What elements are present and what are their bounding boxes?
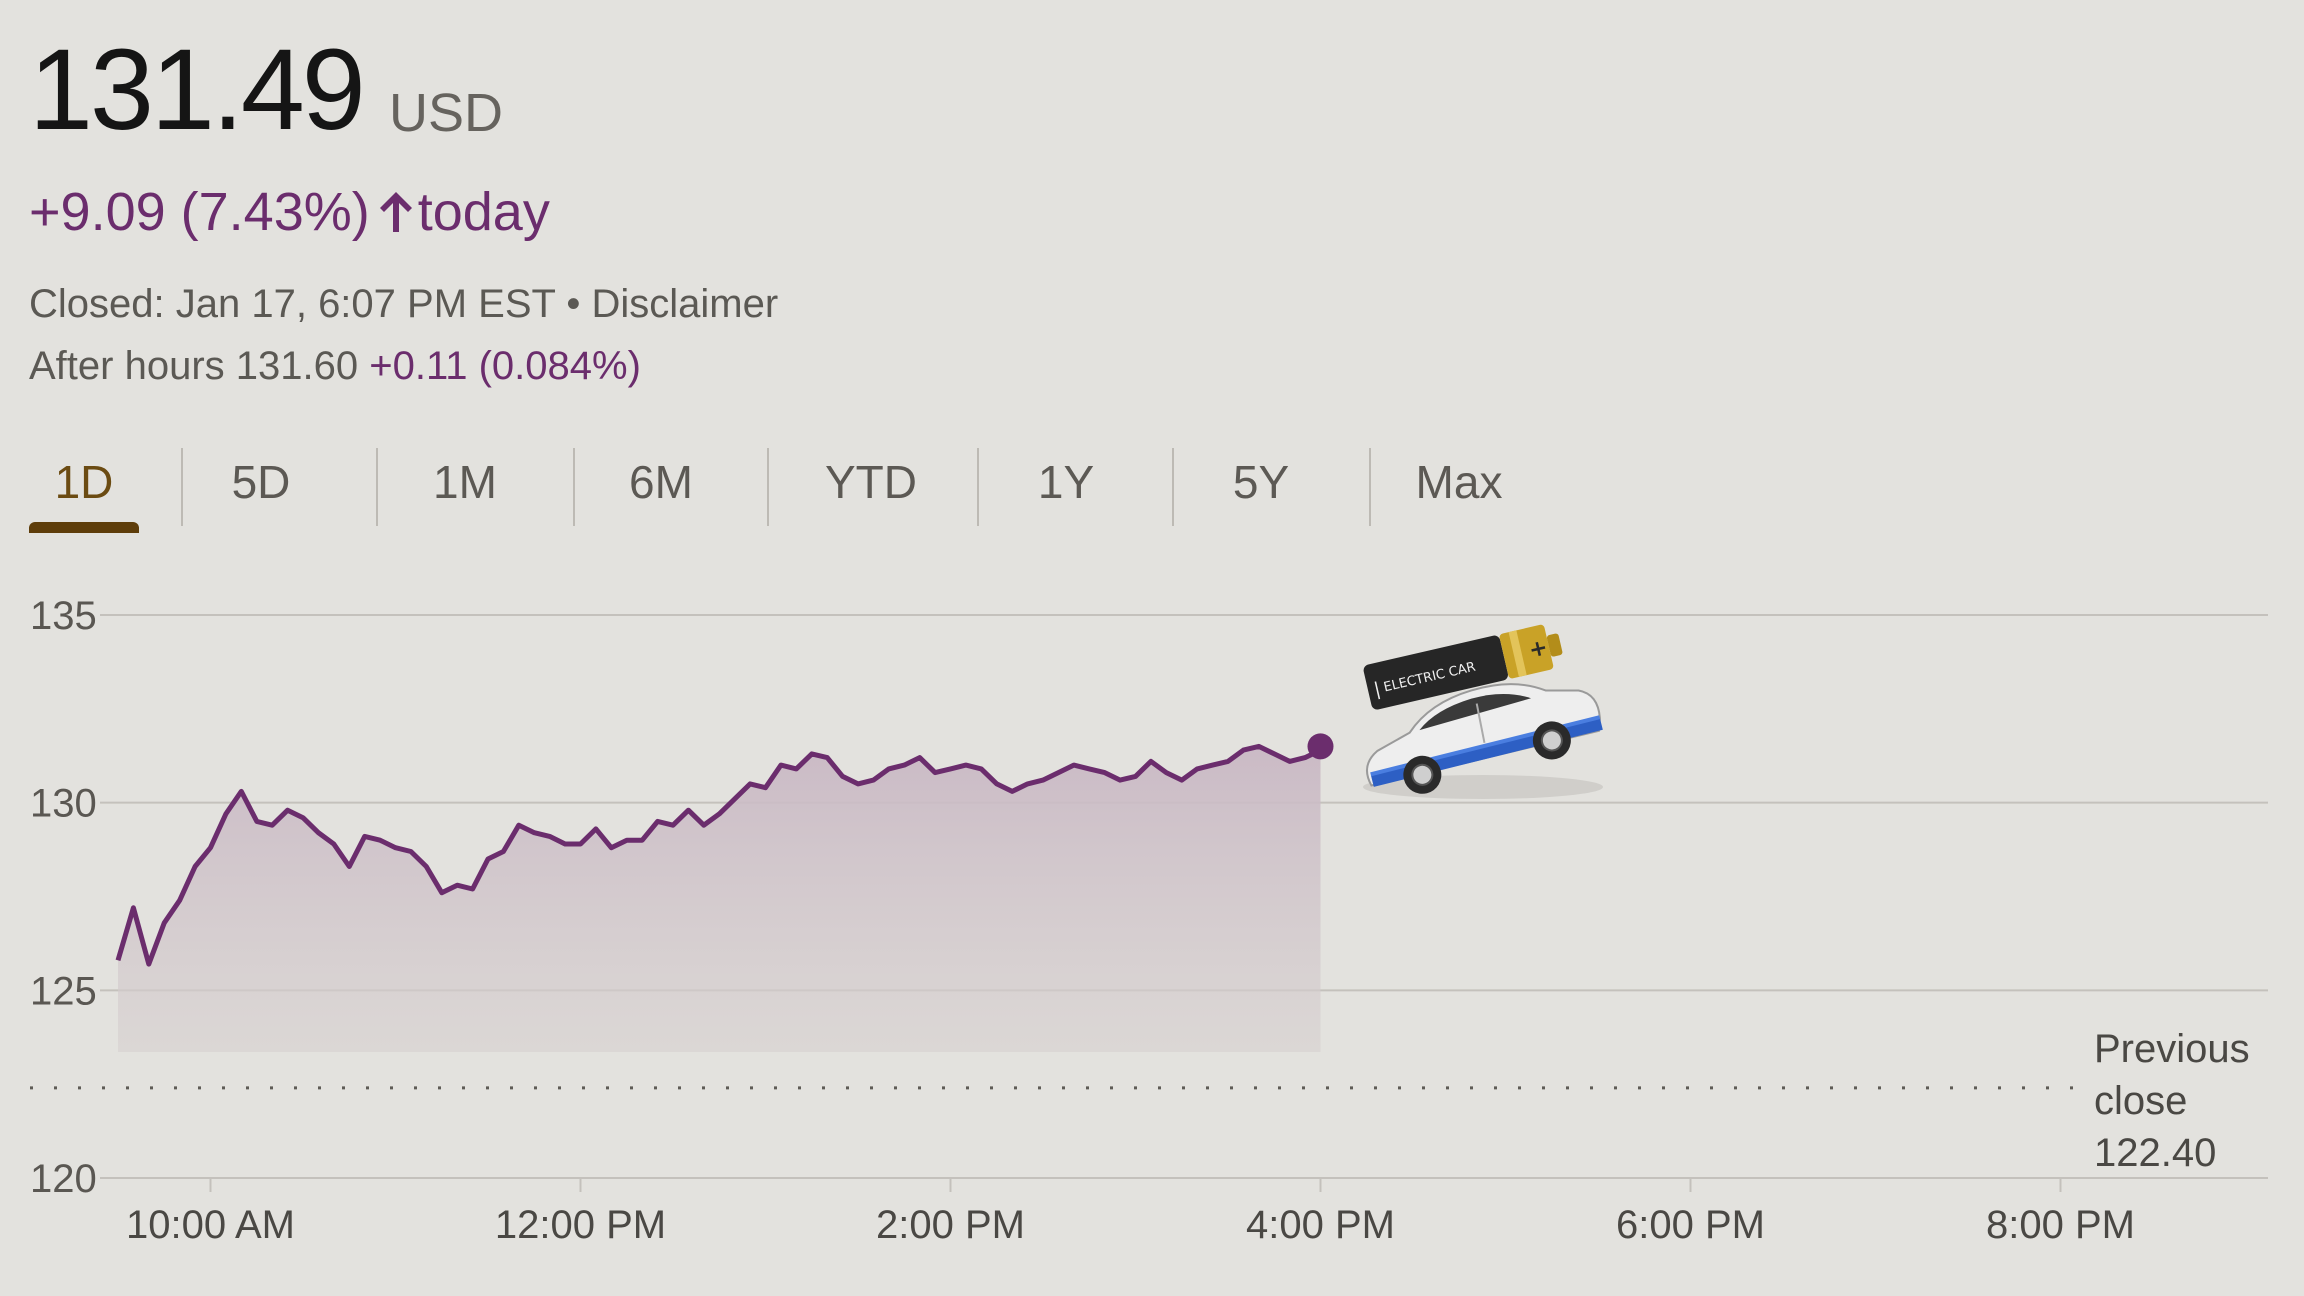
after-hours: After hours 131.60 +0.11 (0.084%): [29, 342, 641, 390]
previous-close-label: 122.40: [2094, 1131, 2216, 1175]
tab-divider: [573, 448, 575, 526]
x-tick-label: 6:00 PM: [1616, 1203, 1765, 1247]
after-hours-price: After hours 131.60: [29, 344, 359, 388]
tab-5y[interactable]: 5Y: [1232, 456, 1290, 508]
previous-close-label: close: [2094, 1079, 2187, 1123]
tab-divider: [767, 448, 769, 526]
tab-6m[interactable]: 6M: [629, 456, 693, 508]
disclaimer-link[interactable]: Disclaimer: [591, 282, 779, 326]
market-status: Closed: Jan 17, 6:07 PM EST • Disclaimer: [29, 280, 778, 328]
y-tick-label: 130: [30, 782, 97, 826]
svg-text:|: |: [1372, 679, 1383, 701]
change-value: +9.09 (7.43%): [29, 182, 370, 242]
price-line-path: [115, 743, 1322, 967]
tab-divider: [376, 448, 378, 526]
x-tick-label: 12:00 PM: [495, 1203, 666, 1247]
y-tick-label: 120: [30, 1157, 97, 1201]
price-area: [118, 746, 1321, 1052]
price-area-fill: [118, 746, 1321, 1052]
previous-close: Previous close 122.40: [30, 1027, 2250, 1175]
bullet-separator: •: [566, 282, 581, 326]
tab-5d[interactable]: 5D: [231, 456, 291, 508]
currency-label: USD: [389, 83, 504, 143]
closed-time: Closed: Jan 17, 6:07 PM EST: [29, 282, 556, 326]
price-line: [115, 733, 1334, 967]
y-tick-label: 135: [30, 594, 97, 638]
change-suffix: today: [417, 182, 550, 242]
current-price: 131.49: [29, 26, 366, 154]
svg-text:+: +: [1527, 635, 1551, 664]
x-tick-label: 2:00 PM: [876, 1203, 1025, 1247]
arrow-up-icon: [379, 192, 412, 232]
x-axis: 10:00 AM 12:00 PM 2:00 PM 4:00 PM 6:00 PM 8:0…: [126, 1178, 2135, 1247]
last-price-dot[interactable]: [1307, 733, 1334, 760]
x-tick-label: 4:00 PM: [1246, 1203, 1395, 1247]
tab-divider: [977, 448, 979, 526]
tab-max[interactable]: Max: [1415, 456, 1503, 508]
tab-1y[interactable]: 1Y: [1037, 456, 1095, 508]
y-tick-label: 125: [30, 969, 97, 1013]
tab-divider: [181, 448, 183, 526]
tab-1m[interactable]: 1M: [433, 456, 497, 508]
tab-divider: [1172, 448, 1174, 526]
electric-car-icon: + ELECTRIC CAR |: [1363, 624, 1603, 799]
tab-1d[interactable]: 1D: [54, 456, 114, 508]
after-hours-change: +0.11 (0.084%): [369, 344, 641, 388]
x-tick-label: 8:00 PM: [1986, 1203, 2135, 1247]
tab-divider: [1369, 448, 1371, 526]
previous-close-label: Previous: [2094, 1027, 2250, 1071]
price-change: +9.09 (7.43%) today: [29, 182, 550, 242]
tab-ytd[interactable]: YTD: [825, 456, 917, 508]
x-tick-label: 10:00 AM: [126, 1203, 295, 1247]
quote-header: 131.49 USD: [29, 30, 503, 150]
active-tab-indicator: [29, 522, 139, 533]
y-axis: 135 130 125 120: [30, 594, 97, 1201]
electric-car-sticker: + ELECTRIC CAR |: [1343, 607, 1623, 807]
